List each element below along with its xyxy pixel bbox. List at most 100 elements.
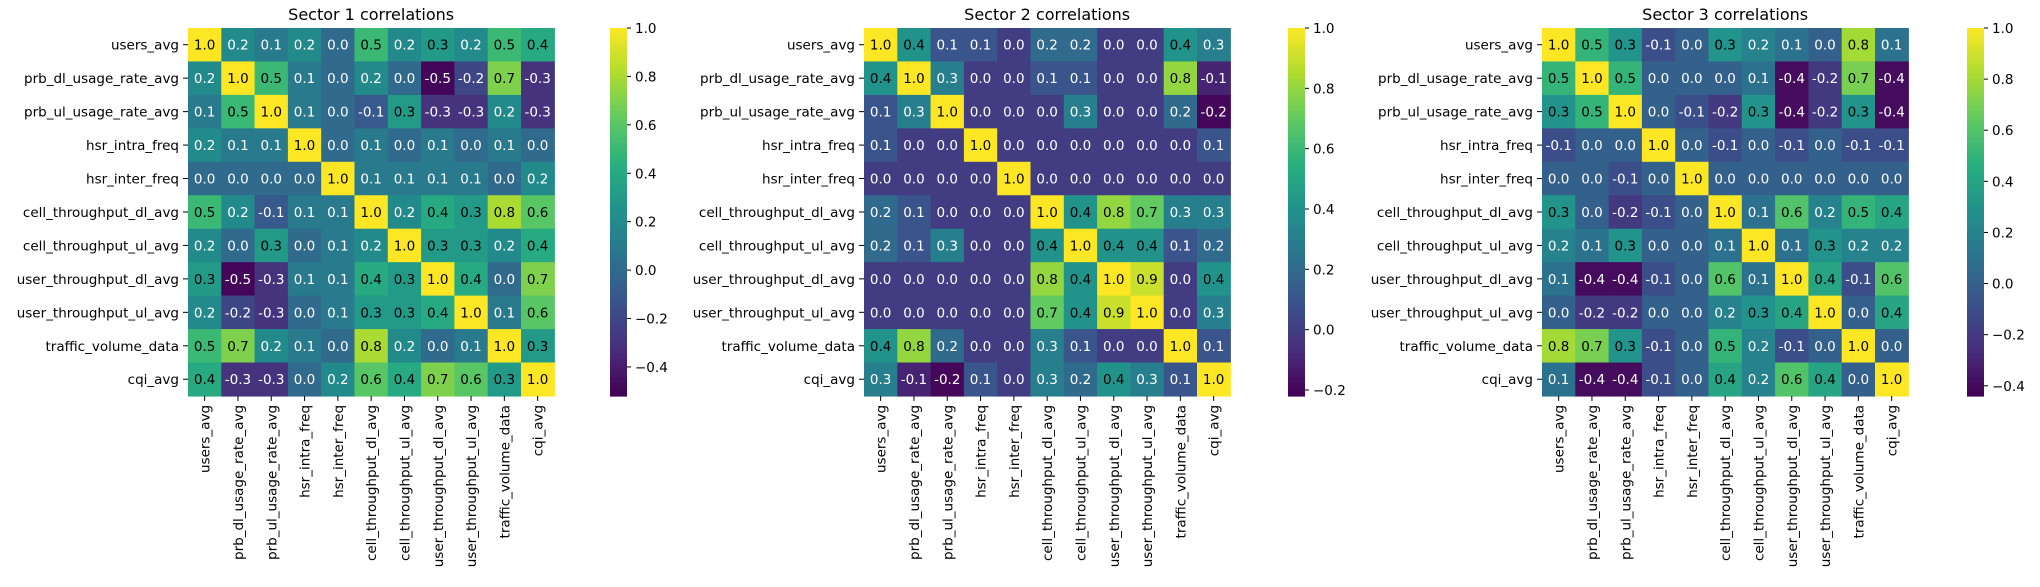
cell-value-label: 0.0 bbox=[1648, 105, 1669, 121]
y-tick-label: cell_throughput_ul_avg bbox=[1377, 238, 1533, 254]
cell-value-label: 0.7 bbox=[527, 272, 548, 288]
y-tick-label: hsr_intra_freq bbox=[1440, 138, 1533, 154]
cell-value-label: 0.1 bbox=[903, 238, 924, 254]
cell-value-label: 0.0 bbox=[970, 105, 991, 121]
cell-value-label: 0.4 bbox=[527, 238, 548, 254]
cell-value-label: 0.2 bbox=[1548, 238, 1569, 254]
heatmap-cell bbox=[487, 329, 522, 364]
heatmap-cell bbox=[1775, 295, 1809, 330]
heatmap-cell bbox=[321, 295, 356, 330]
heatmap-cell bbox=[1841, 128, 1876, 163]
cell-value-label: 0.5 bbox=[1548, 71, 1569, 87]
cell-value-label: 0.4 bbox=[1036, 238, 1057, 254]
x-tick-label: hsr_inter_freq bbox=[331, 405, 347, 498]
heatmap-cell bbox=[1808, 61, 1843, 96]
colorbar-segment bbox=[1288, 170, 1305, 176]
cell-value-label: 1.0 bbox=[1203, 372, 1224, 388]
x-tick-label: users_avg bbox=[874, 405, 890, 473]
heatmap-cell bbox=[321, 195, 356, 230]
heatmap-cell bbox=[1875, 295, 1909, 330]
heatmap-cell bbox=[487, 94, 522, 129]
colorbar-segment bbox=[610, 258, 627, 264]
heatmap-cell bbox=[1542, 362, 1576, 397]
cell-value-label: 0.0 bbox=[1003, 305, 1024, 321]
colorbar-segment bbox=[1288, 253, 1305, 259]
heatmap-cell bbox=[897, 94, 932, 129]
cell-value-label: 0.1 bbox=[1748, 71, 1769, 87]
heatmap-cell bbox=[1197, 61, 1231, 96]
heatmap-cell bbox=[1542, 28, 1576, 63]
heatmap-cell bbox=[1641, 161, 1676, 196]
cell-value-label: 0.1 bbox=[427, 138, 448, 154]
colorbar-segment bbox=[610, 299, 627, 305]
colorbar-segment bbox=[1288, 322, 1305, 328]
heatmap-cell bbox=[421, 28, 455, 63]
colorbar-segment bbox=[610, 212, 627, 218]
cell-value-label: 0.2 bbox=[1070, 372, 1091, 388]
heatmap-panel-1: Sector 1 correlations 1.0 0.2 0.1 0.2 0.0 0.5 0… bbox=[17, 5, 668, 567]
cell-value-label: 0.0 bbox=[1003, 138, 1024, 154]
x-tick-label: traffic_volume_data bbox=[1851, 405, 1867, 539]
cell-value-label: 0.0 bbox=[903, 305, 924, 321]
cell-value-label: 0.3 bbox=[1748, 305, 1769, 321]
heatmap-cell bbox=[1841, 61, 1876, 96]
colorbar-segment bbox=[1967, 290, 1984, 296]
colorbar-segment bbox=[1288, 147, 1305, 153]
cell-value-label: 0.3 bbox=[527, 339, 548, 355]
colorbar-segment bbox=[1288, 74, 1305, 80]
cell-value-label: 1.0 bbox=[460, 305, 481, 321]
heatmap-cell bbox=[354, 94, 389, 129]
colorbar-segment bbox=[610, 41, 627, 47]
colorbar-segment bbox=[1288, 175, 1305, 181]
cell-value-label: 0.0 bbox=[327, 339, 348, 355]
heatmap-cell bbox=[521, 128, 555, 163]
cell-value-label: 0.3 bbox=[937, 71, 958, 87]
chart-title: Sector 2 correlations bbox=[964, 5, 1130, 24]
colorbar-segment bbox=[610, 175, 627, 181]
heatmap-cell bbox=[864, 262, 898, 297]
x-tick-label: user_throughput_ul_avg bbox=[464, 405, 480, 567]
cell-value-label: 0.3 bbox=[1136, 372, 1157, 388]
cell-value-label: 0.3 bbox=[903, 105, 924, 121]
heatmap-cell bbox=[1708, 362, 1743, 397]
x-tick-label: users_avg bbox=[1552, 405, 1568, 473]
cell-value-label: 0.0 bbox=[294, 238, 315, 254]
cell-value-label: 0.2 bbox=[360, 71, 381, 87]
heatmap-cell bbox=[1875, 195, 1909, 230]
colorbar-tick-label: 0.4 bbox=[1313, 202, 1334, 218]
heatmap-cell bbox=[1708, 61, 1743, 96]
y-tick-label: cqi_avg bbox=[804, 372, 855, 388]
heatmap-cell bbox=[864, 228, 898, 263]
heatmap-cell bbox=[1575, 94, 1610, 129]
colorbar-segment bbox=[1967, 281, 1984, 287]
cell-value-label: 0.3 bbox=[1203, 205, 1224, 221]
heatmap-cell bbox=[254, 28, 289, 63]
cell-value-label: 1.0 bbox=[1848, 339, 1869, 355]
y-tick-label: hsr_intra_freq bbox=[86, 138, 179, 154]
colorbar-segment bbox=[1967, 69, 1984, 75]
cell-value-label: 0.1 bbox=[1581, 238, 1602, 254]
colorbar-segment bbox=[610, 129, 627, 135]
cell-value-label: 0.3 bbox=[261, 238, 282, 254]
heatmap-cell bbox=[1542, 128, 1576, 163]
colorbar-tick-label: 0.0 bbox=[1992, 277, 2013, 293]
colorbar-segment bbox=[1967, 198, 1984, 204]
heatmap-cell bbox=[1675, 228, 1710, 263]
colorbar-segment bbox=[1967, 340, 1984, 346]
heatmap-cell bbox=[1641, 329, 1676, 364]
heatmap-cell bbox=[387, 128, 422, 163]
cell-value-label: 1.0 bbox=[1748, 238, 1769, 254]
x-tick-label: traffic_volume_data bbox=[497, 405, 513, 539]
colorbar-segment bbox=[1967, 64, 1984, 70]
heatmap-cell bbox=[421, 161, 455, 196]
heatmap-cell bbox=[188, 61, 222, 96]
colorbar-segment bbox=[1288, 271, 1305, 277]
heatmap-cell bbox=[997, 61, 1032, 96]
cell-value-label: 0.0 bbox=[1003, 238, 1024, 254]
colorbar-segment bbox=[1967, 55, 1984, 61]
heatmap-cell bbox=[1675, 362, 1710, 397]
cell-value-label: 0.1 bbox=[360, 138, 381, 154]
heatmap-cell bbox=[287, 329, 322, 364]
heatmap-cell bbox=[963, 295, 998, 330]
cell-value-label: 0.0 bbox=[1548, 172, 1569, 188]
